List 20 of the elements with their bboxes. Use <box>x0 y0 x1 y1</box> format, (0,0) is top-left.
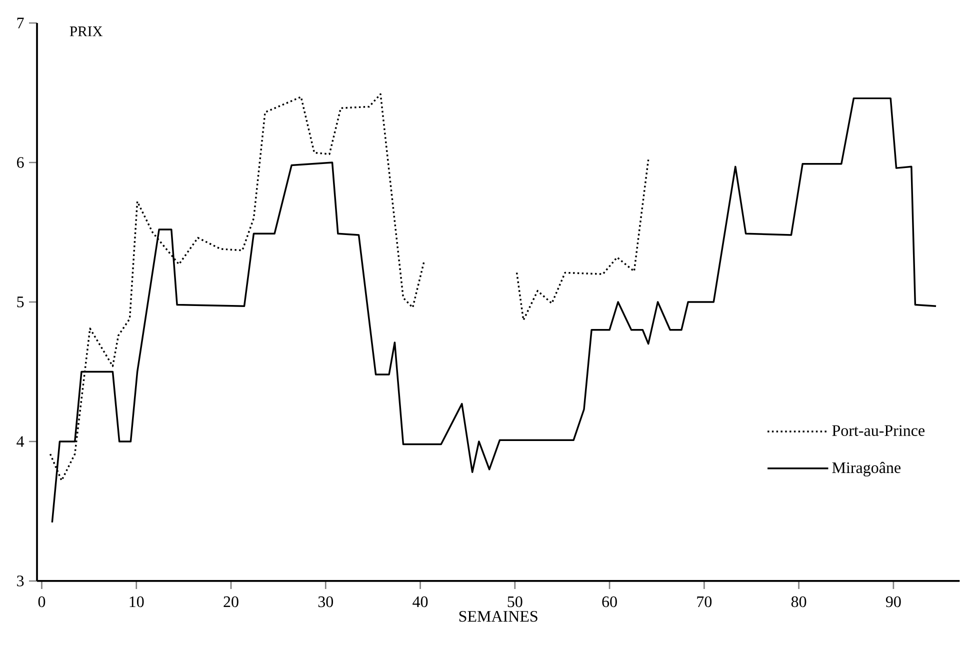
y-tick-label: 3 <box>17 576 24 586</box>
y-tick-label: 7 <box>17 18 24 28</box>
y-tick-label: 6 <box>16 157 24 168</box>
x-tick-label: 60 <box>602 596 617 608</box>
line-series <box>51 97 937 524</box>
x-tick-label: 30 <box>318 596 334 608</box>
x-tick-label: 20 <box>224 596 238 608</box>
x-tick-label: 70 <box>697 596 712 608</box>
x-tick-label: 80 <box>791 596 806 608</box>
x-tick-label: 40 <box>412 596 428 608</box>
x-tick-label: 0 <box>38 596 46 608</box>
y-axis-title: PRIX <box>70 26 103 36</box>
y-tick-label: 4 <box>16 436 24 447</box>
y-tick-label: 5 <box>17 296 24 308</box>
x-tick-label: 10 <box>130 596 144 608</box>
x-tick-label: 90 <box>886 596 901 608</box>
legend-label: Port-au-Prince <box>832 425 925 436</box>
x-axis-title: SEMAINES <box>459 610 538 622</box>
legend-label: Miragoâne <box>832 462 901 476</box>
x-tick-label: 50 <box>508 596 522 608</box>
